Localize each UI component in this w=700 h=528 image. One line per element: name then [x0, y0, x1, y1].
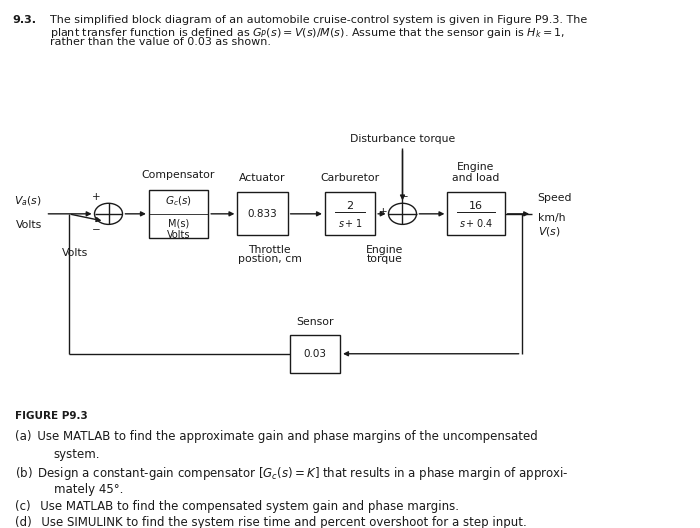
Text: (c)  Use MATLAB to find the compensated system gain and phase margins.: (c) Use MATLAB to find the compensated s… [15, 500, 459, 513]
Text: (b) Design a constant-gain compensator [$G_c(s) = K$] that results in a phase ma: (b) Design a constant-gain compensator [… [15, 465, 569, 482]
Text: Speed: Speed [538, 193, 572, 203]
Text: Carburetor: Carburetor [321, 173, 379, 183]
Text: The simplified block diagram of an automobile cruise-control system is given in : The simplified block diagram of an autom… [50, 15, 587, 25]
Text: system.: system. [54, 448, 100, 461]
Text: $s+1$: $s+1$ [338, 217, 362, 229]
Text: Throttle: Throttle [248, 245, 290, 255]
Text: postion, cm: postion, cm [237, 254, 302, 264]
Text: FIGURE P9.3: FIGURE P9.3 [15, 411, 88, 421]
Bar [290, 335, 340, 373]
Text: rather than the value of 0.03 as shown.: rather than the value of 0.03 as shown. [50, 37, 272, 47]
Bar [237, 192, 288, 235]
Text: $V(s)$: $V(s)$ [538, 225, 560, 239]
Bar [148, 190, 209, 238]
Text: Disturbance torque: Disturbance torque [350, 134, 455, 144]
Text: plant transfer function is defined as $G_P(s) = V(s)/M(s)$. Assume that the sens: plant transfer function is defined as $G… [50, 26, 566, 40]
Text: Volts: Volts [62, 248, 88, 258]
Text: 9.3.: 9.3. [13, 15, 36, 25]
Text: M(s): M(s) [168, 219, 189, 229]
Text: Engine: Engine [457, 162, 495, 172]
Text: km/h: km/h [538, 213, 565, 223]
Text: Actuator: Actuator [239, 173, 286, 183]
Text: Volts: Volts [15, 220, 42, 230]
Text: (a) Use MATLAB to find the approximate gain and phase margins of the uncompensat: (a) Use MATLAB to find the approximate g… [15, 430, 538, 444]
Text: 0.833: 0.833 [248, 209, 277, 219]
Text: 2: 2 [346, 202, 354, 211]
Text: $V_a(s)$: $V_a(s)$ [15, 194, 42, 208]
Text: Sensor: Sensor [296, 317, 334, 327]
Text: +: + [379, 208, 387, 217]
Text: +: + [92, 192, 101, 202]
Text: mately 45°.: mately 45°. [54, 483, 123, 496]
Text: $s+0.4$: $s+0.4$ [459, 217, 493, 229]
Bar [325, 192, 375, 235]
Text: torque: torque [367, 254, 403, 264]
Text: $G_c(s)$: $G_c(s)$ [165, 195, 192, 209]
Text: −: − [92, 225, 100, 235]
Text: Compensator: Compensator [142, 170, 215, 180]
Text: 0.03: 0.03 [304, 349, 326, 359]
Text: (d)  Use SIMULINK to find the system rise time and percent overshoot for a step : (d) Use SIMULINK to find the system rise… [15, 516, 527, 528]
Text: Engine: Engine [366, 245, 404, 255]
Text: −: − [400, 192, 409, 202]
Text: 16: 16 [469, 202, 483, 211]
Text: Volts: Volts [167, 230, 190, 240]
Bar [447, 192, 505, 235]
Text: and load: and load [452, 173, 500, 183]
